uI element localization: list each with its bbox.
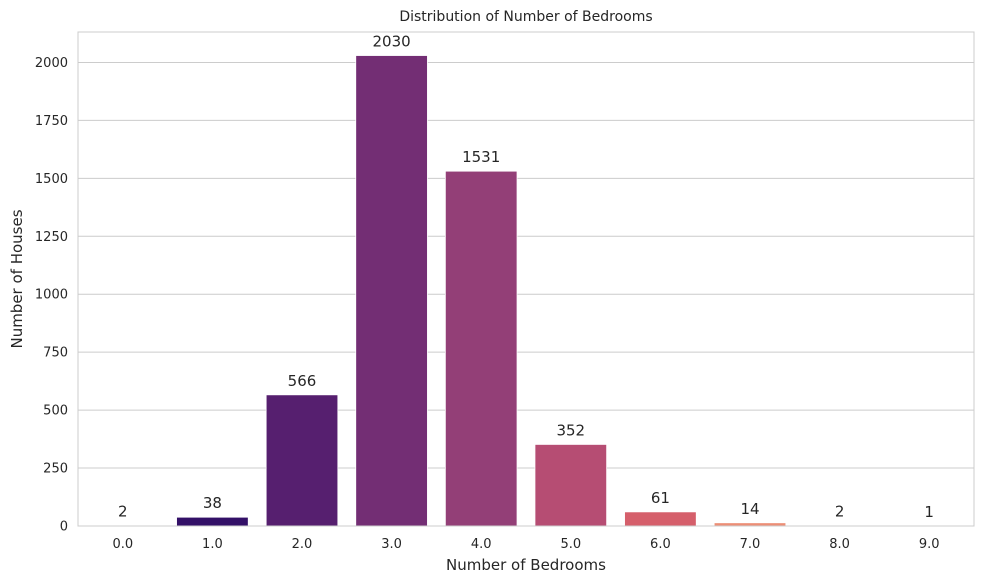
bars: [87, 56, 965, 526]
bar: [625, 512, 697, 526]
y-tick-label: 250: [43, 462, 68, 477]
x-tick-label: 7.0: [740, 537, 761, 552]
gridlines: [78, 62, 974, 526]
bar-value-label: 352: [556, 421, 585, 439]
y-tick-label: 750: [43, 346, 68, 361]
y-tick-label: 1750: [35, 114, 68, 129]
bar-value-label: 61: [651, 489, 670, 507]
x-tick-label: 1.0: [202, 537, 223, 552]
y-tick-label: 2000: [35, 56, 68, 71]
bar: [266, 395, 338, 526]
x-axis-ticks: 0.0 1.0 2.0 3.0 4.0 5.0 6.0 7.0 8.0 9.0: [112, 537, 939, 552]
bar-value-label: 2: [118, 503, 128, 521]
bar-value-label: 38: [203, 494, 222, 512]
bar-value-label: 1: [924, 503, 934, 521]
x-tick-label: 5.0: [560, 537, 581, 552]
y-tick-label: 1000: [35, 288, 68, 303]
y-tick-label: 1250: [35, 230, 68, 245]
x-axis-label: Number of Bedrooms: [446, 556, 606, 574]
y-tick-label: 0: [60, 520, 68, 535]
bar: [535, 444, 607, 526]
x-tick-label: 9.0: [919, 537, 940, 552]
bar-value-label: 1531: [462, 148, 500, 166]
x-tick-label: 0.0: [112, 537, 133, 552]
x-tick-label: 4.0: [471, 537, 492, 552]
x-tick-label: 2.0: [292, 537, 313, 552]
y-axis-ticks: 0 250 500 750 1000 1250 1500 1750 2000: [35, 56, 68, 535]
bar-value-label: 14: [740, 500, 759, 518]
bar-value-label: 566: [288, 372, 317, 390]
bar-value-label: 2: [835, 503, 845, 521]
data-labels: 2 38 566 2030 1531 352 61 14 2 1: [118, 33, 934, 521]
x-tick-label: 8.0: [829, 537, 850, 552]
y-axis-label: Number of Houses: [8, 209, 26, 348]
y-tick-label: 1500: [35, 172, 68, 187]
bar: [177, 517, 249, 526]
x-tick-label: 6.0: [650, 537, 671, 552]
chart-title: Distribution of Number of Bedrooms: [399, 9, 652, 25]
bar: [356, 56, 428, 526]
x-tick-label: 3.0: [381, 537, 402, 552]
bar: [445, 171, 517, 526]
y-tick-label: 500: [43, 404, 68, 419]
plot-frame: [78, 32, 974, 526]
bar-value-label: 2030: [373, 33, 411, 51]
